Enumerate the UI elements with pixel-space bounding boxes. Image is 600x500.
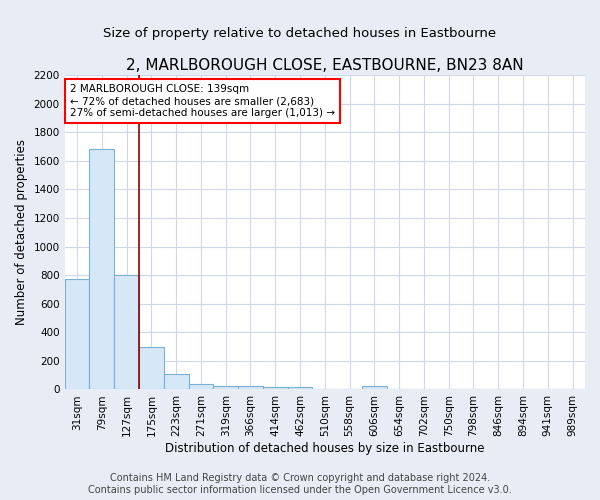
Text: 2 MARLBOROUGH CLOSE: 139sqm
← 72% of detached houses are smaller (2,683)
27% of : 2 MARLBOROUGH CLOSE: 139sqm ← 72% of det… xyxy=(70,84,335,117)
Bar xyxy=(238,386,263,390)
Bar xyxy=(263,387,287,390)
Bar xyxy=(188,384,214,390)
Text: Size of property relative to detached houses in Eastbourne: Size of property relative to detached ho… xyxy=(103,28,497,40)
Bar xyxy=(287,388,313,390)
Bar xyxy=(164,374,188,390)
Text: Contains HM Land Registry data © Crown copyright and database right 2024.
Contai: Contains HM Land Registry data © Crown c… xyxy=(88,474,512,495)
Y-axis label: Number of detached properties: Number of detached properties xyxy=(15,140,28,326)
Bar xyxy=(89,150,114,390)
Bar xyxy=(362,386,387,390)
X-axis label: Distribution of detached houses by size in Eastbourne: Distribution of detached houses by size … xyxy=(165,442,485,455)
Bar xyxy=(114,275,139,390)
Bar xyxy=(65,280,89,390)
Title: 2, MARLBOROUGH CLOSE, EASTBOURNE, BN23 8AN: 2, MARLBOROUGH CLOSE, EASTBOURNE, BN23 8… xyxy=(126,58,524,72)
Bar xyxy=(214,386,238,390)
Bar xyxy=(139,348,164,390)
